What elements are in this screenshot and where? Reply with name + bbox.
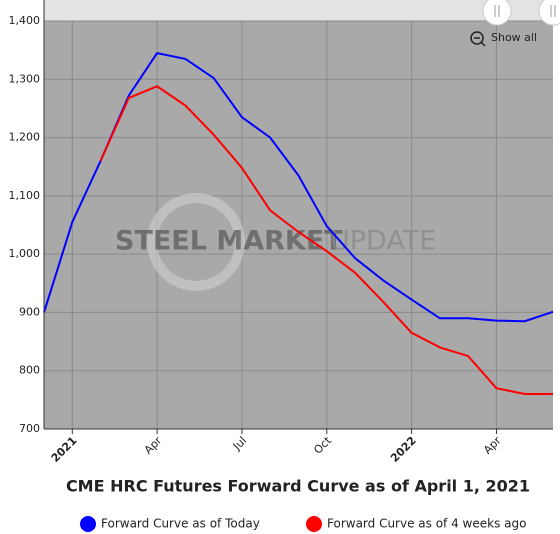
legend-marker	[80, 516, 96, 532]
scroll-handles[interactable]	[482, 0, 560, 26]
x-tick-label: 2021	[49, 434, 80, 465]
watermark-logo	[147, 193, 245, 291]
legend-marker	[306, 516, 322, 532]
y-tick-label: 1,000	[9, 247, 41, 260]
y-tick-label: 700	[19, 422, 40, 435]
chart-title: CME HRC Futures Forward Curve as of Apri…	[66, 477, 530, 496]
y-tick-label: 1,300	[9, 72, 41, 85]
lines	[43, 51, 554, 395]
y-tick-label: 900	[19, 305, 40, 318]
y-tick-label: 1,200	[9, 131, 41, 144]
y-tick-label: 1,400	[9, 14, 41, 27]
y-tick-label: 800	[19, 364, 40, 377]
watermark-text: STEEL MARKET	[115, 226, 343, 257]
x-tick-label: Jul	[230, 434, 249, 453]
x-tick-label: 2022	[388, 434, 419, 465]
zoom-icon[interactable]	[480, 41, 486, 47]
legend-label: Forward Curve as of 4 weeks ago	[327, 517, 526, 531]
zoom-icon[interactable]	[470, 31, 484, 45]
legend: Forward Curve as of Today Forward Curve a…	[80, 516, 526, 532]
watermark-text: UPDATE	[330, 226, 436, 257]
legend-label: Forward Curve as of Today	[101, 517, 260, 531]
series-line	[43, 51, 554, 323]
button-label[interactable]: Show all	[491, 31, 537, 44]
show-all-button[interactable]: Show all	[470, 31, 537, 47]
series-line	[99, 85, 553, 395]
x-tick-label: Apr	[142, 434, 165, 457]
watermark: STEEL MARKET UPDATE	[115, 193, 436, 291]
scroll-handle[interactable]	[482, 0, 512, 26]
y-tick-label: 1,100	[9, 189, 41, 202]
x-tick-label: Apr	[481, 434, 504, 457]
plot-area	[44, 21, 553, 429]
x-tick-label: Oct	[311, 434, 334, 457]
range-bar	[44, 0, 553, 21]
